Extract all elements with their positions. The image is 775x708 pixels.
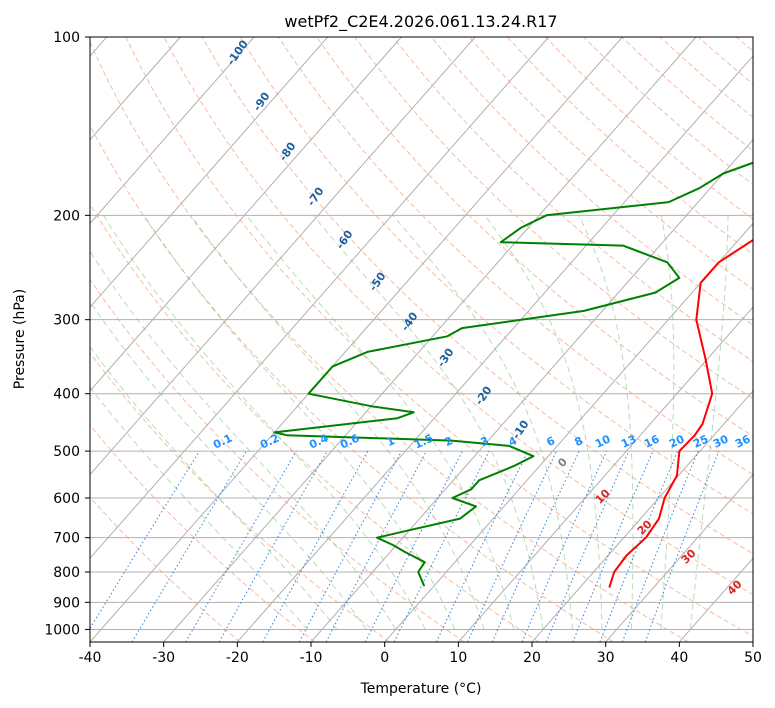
dry-adiabat-360 — [278, 37, 753, 476]
y-tick-label-300: 300 — [53, 313, 80, 329]
dry-adiabat-430 — [545, 37, 753, 220]
mixing-ratio-label-16: 30 — [711, 432, 731, 450]
isotherm-10 — [457, 306, 753, 642]
dry-adiabat-370 — [316, 37, 753, 437]
dry-adiabat-310 — [90, 40, 689, 642]
dry-adiabat-260 — [90, 424, 316, 642]
axis-ticks-layer: -40 -30 -20 -10 0 10 20 30 40 50 100 200 300 400 500 60… — [44, 30, 762, 666]
isotherm--70 — [90, 37, 402, 392]
profile-line-0 — [608, 238, 753, 588]
mixing-ratio-label-11: 10 — [593, 432, 613, 450]
dry-adiabat-450 — [621, 37, 753, 152]
dry-adiabat-300 — [90, 124, 614, 642]
mixing-ratio-line-0 — [90, 450, 200, 630]
y-tick-label-200: 200 — [53, 208, 80, 224]
profile-line-1 — [273, 161, 753, 587]
isotherm--40 — [90, 37, 623, 642]
isotherm-30 — [605, 473, 753, 642]
moist-adiabat-24 — [392, 214, 573, 630]
y-axis-label: Pressure (hPa) — [12, 289, 28, 389]
dry-adiabat-340 — [201, 37, 753, 555]
dry-adiabat-320 — [125, 37, 753, 637]
dry-adiabat-270 — [90, 351, 390, 642]
x-axis-label: Temperature (°C) — [360, 681, 482, 697]
dry-adiabat-250 — [90, 496, 241, 642]
x-tick-label--20: -20 — [226, 650, 249, 666]
dry-adiabat-280 — [90, 278, 465, 642]
mixing-ratio-label-17: 36 — [733, 432, 753, 450]
y-tick-label-900: 900 — [53, 595, 80, 611]
x-tick-label-30: 30 — [597, 650, 615, 666]
isotherm--50 — [90, 37, 550, 560]
dry-adiabat-330 — [163, 37, 753, 596]
mixing-ratio-line-14 — [572, 450, 654, 642]
x-tick-label-50: 50 — [744, 650, 762, 666]
y-tick-label-700: 700 — [53, 531, 80, 547]
mixing-ratio-line-4 — [262, 450, 369, 642]
moist-adiabat-28 — [484, 215, 603, 630]
mixing-ratio-label-13: 16 — [642, 432, 662, 450]
isotherm-0 — [384, 222, 753, 642]
isotherm--10 — [310, 138, 753, 642]
isotherm--80 — [90, 37, 329, 308]
moist-adiabat-4 — [103, 215, 426, 630]
x-tick-label-10: 10 — [449, 650, 467, 666]
x-tick-label-20: 20 — [523, 650, 541, 666]
isotherm--60 — [90, 37, 476, 476]
x-tick-label-40: 40 — [670, 650, 688, 666]
mixing-ratio-line-11 — [491, 450, 580, 642]
mixing-ratio-line-9 — [435, 450, 529, 642]
mixing-ratio-label-12: 13 — [619, 432, 638, 450]
moist-adiabat-20 — [312, 214, 544, 630]
isotherm--20 — [236, 55, 753, 642]
mixing-ratio-line-3 — [218, 450, 328, 642]
dry-adiabat-410 — [468, 37, 753, 290]
x-tick-label--30: -30 — [152, 650, 175, 666]
isotherm-20 — [531, 390, 753, 642]
mixing-ratio-label-15: 25 — [691, 432, 710, 450]
dry-adiabat-350 — [239, 37, 753, 515]
moist-adiabat-12 — [190, 215, 485, 630]
mixing-ratio-line-2 — [185, 450, 297, 642]
isotherm--100 — [90, 37, 181, 141]
mixing-ratio-label-14: 20 — [667, 432, 687, 450]
y-tick-label-600: 600 — [53, 491, 80, 507]
y-tick-label-400: 400 — [53, 387, 80, 403]
moist-adiabat-40 — [689, 215, 729, 630]
plot-frame — [89, 36, 754, 643]
isotherm--90 — [90, 37, 255, 225]
plot-background — [90, 37, 753, 642]
moist-adiabat--4 — [90, 300, 367, 630]
moist-adiabat-8 — [143, 215, 456, 630]
mixing-ratio-line-13 — [545, 450, 630, 642]
x-tick-label-0: 0 — [380, 650, 389, 666]
y-tick-label-1000: 1000 — [44, 622, 80, 638]
mixing-ratio-line-5 — [298, 450, 402, 642]
mixing-ratio-line-10 — [467, 450, 557, 642]
y-tick-label-100: 100 — [53, 30, 80, 46]
moist-adiabat-36 — [660, 215, 675, 630]
dry-adiabat-380 — [354, 37, 753, 400]
x-tick-label--10: -10 — [300, 650, 323, 666]
moist-adiabat-0 — [90, 250, 397, 630]
chart-title: wetPf2_C2E4.2026.061.13.24.R17 — [284, 12, 557, 32]
mixing-ratio-line-1 — [131, 450, 247, 642]
y-tick-label-800: 800 — [53, 565, 80, 581]
dry-adiabat-290 — [90, 203, 540, 642]
moist-adiabat-32 — [578, 215, 634, 630]
y-tick-label-500: 500 — [53, 444, 80, 460]
lines-layer — [273, 161, 753, 588]
x-tick-label--40: -40 — [79, 650, 102, 666]
